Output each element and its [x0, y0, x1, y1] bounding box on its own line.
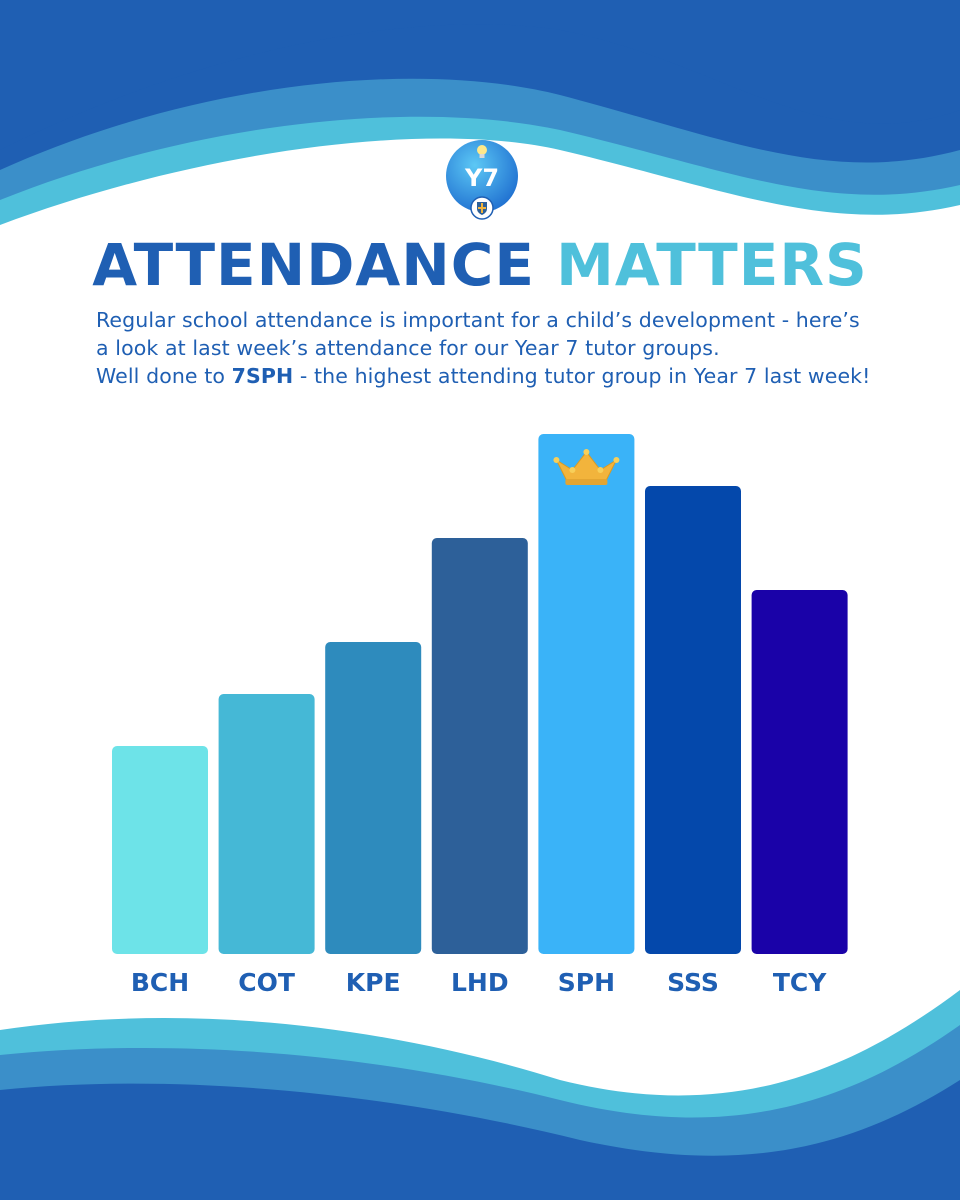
bar-kpe [325, 642, 422, 954]
intro-line-2: a look at last week’s attendance for our… [96, 336, 720, 360]
intro-line-3-prefix: Well done to [96, 364, 232, 388]
intro-line-1: Regular school attendance is important f… [96, 308, 860, 332]
crown-icon [553, 449, 620, 485]
winner-group: 7SPH [231, 364, 294, 388]
category-label-sph: SPH [558, 968, 615, 997]
category-label-bch: BCH [131, 968, 189, 997]
category-label-kpe: KPE [346, 968, 401, 997]
title-word-attendance: ATTENDANCE [92, 231, 535, 299]
bar-sss [645, 486, 741, 954]
intro-line-3: Well done to 7SPH - the highest attendin… [96, 362, 896, 390]
category-label-lhd: LHD [451, 968, 509, 997]
bar-cot [218, 694, 315, 954]
bar-tcy [751, 590, 848, 954]
page-title: ATTENDANCE MATTERS [0, 225, 960, 305]
year7-logo: Y7 [446, 140, 518, 220]
top-wave-mid [0, 0, 960, 150]
title-word-matters: MATTERS [556, 231, 868, 299]
bar-bch [112, 746, 208, 954]
intro-text: Regular school attendance is important f… [96, 306, 896, 390]
category-label-cot: COT [238, 968, 295, 997]
category-label-tcy: TCY [773, 968, 827, 997]
bar-lhd [431, 538, 528, 954]
bottom-wave-dark [0, 1080, 960, 1200]
bar-sph [538, 434, 635, 954]
logo-text: Y7 [464, 164, 499, 192]
lightbulb-icon [477, 145, 487, 155]
intro-line-3-suffix: - the highest attending tutor group in Y… [293, 364, 871, 388]
category-label-sss: SSS [667, 968, 719, 997]
